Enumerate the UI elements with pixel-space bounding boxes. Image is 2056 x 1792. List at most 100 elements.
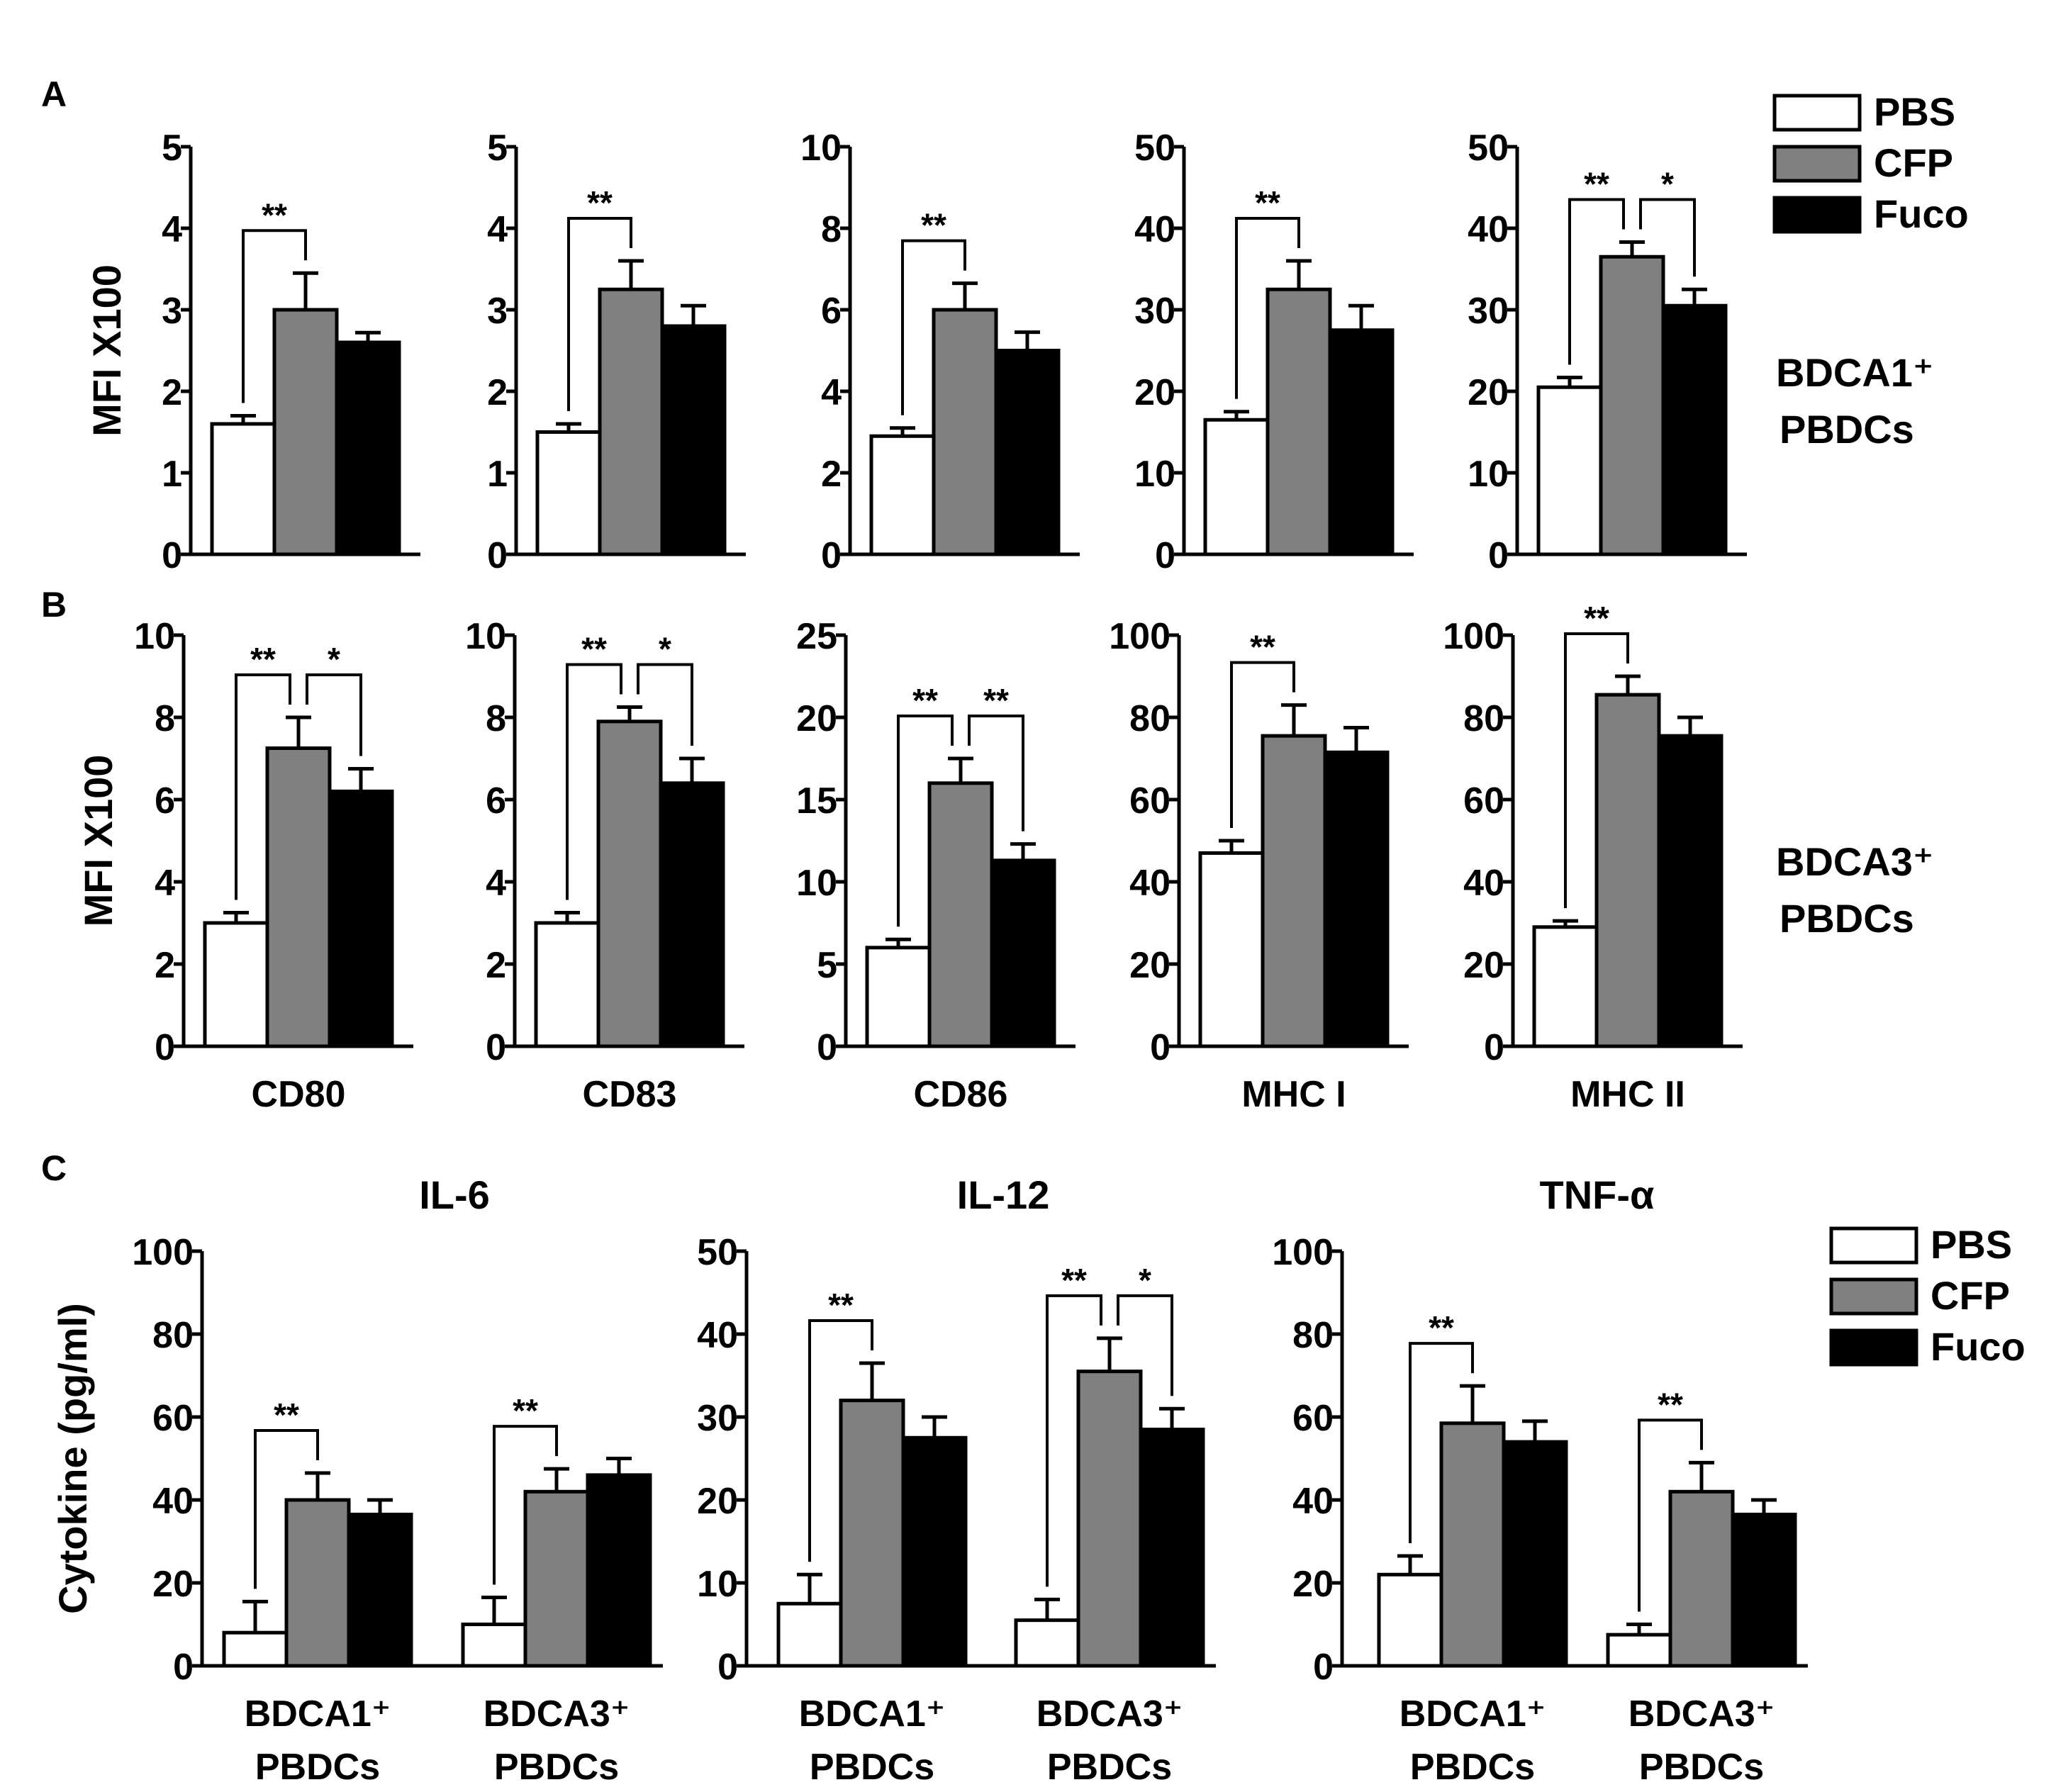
c3g1-sig-label: ** (1429, 1309, 1454, 1346)
a1-bar-pbs (210, 422, 276, 556)
c2-ytick-label: 40 (697, 1315, 738, 1356)
b4-ytick-label: 80 (1129, 698, 1171, 739)
group-label: PBDCs (494, 1747, 619, 1788)
cell-type-label: PBDCs (1780, 896, 1914, 941)
a5-ytick-label: 40 (1468, 209, 1509, 250)
b4-bar-cfp (1261, 734, 1327, 1048)
b4-ytick-label: 100 (1109, 616, 1171, 657)
legend-label-fuco: Fuco (1931, 1324, 2026, 1369)
b5-sig-label: ** (1584, 600, 1609, 637)
c3-ytick-label: 60 (1292, 1398, 1334, 1439)
a1-sig-bracket (242, 229, 307, 403)
b4-bar-fuco (1323, 750, 1390, 1048)
a4-bar-fuco (1328, 328, 1395, 556)
c1-ytick-label: 80 (152, 1315, 194, 1356)
y-axis-title: MFI X100 (84, 264, 129, 437)
a2-ytick-label: 4 (487, 209, 508, 250)
subplot-title: IL-6 (419, 1172, 490, 1217)
c1g1-sig-bracket (254, 1428, 319, 1589)
c2-ytick-label: 30 (697, 1398, 738, 1439)
c2g2-bar-pbs (1014, 1618, 1080, 1668)
c3g1-sig-bracket (1409, 1342, 1474, 1543)
legend-label-cfp: CFP (1874, 140, 1953, 185)
a5-sig-bracket (1568, 198, 1625, 365)
a5-sig-bracket (1639, 198, 1696, 277)
a4-ytick-label: 50 (1134, 128, 1175, 169)
a-legend: PBS CFP Fuco (1772, 89, 1969, 236)
c3g1-bar-cfp (1439, 1421, 1506, 1668)
b4-ytick-label: 40 (1129, 863, 1171, 904)
legend-label-pbs: PBS (1931, 1222, 2012, 1267)
category-label: MHC I (1241, 1074, 1346, 1115)
c3g2-bar-cfp (1668, 1489, 1735, 1668)
c2-ytick-label: 10 (697, 1564, 738, 1605)
b3-ytick-label: 15 (796, 780, 837, 822)
c2-ytick-label: 50 (697, 1232, 738, 1273)
a1-ytick-label: 3 (162, 291, 182, 332)
b5-ytick-label: 20 (1463, 945, 1504, 986)
b5-ytick-label: 0 (1484, 1027, 1504, 1068)
a2-bar-cfp (598, 287, 664, 556)
b2-ytick-label: 8 (486, 698, 506, 739)
b4-sig-bracket (1230, 661, 1295, 828)
c1g2-bar-pbs (461, 1623, 527, 1668)
group-label: BDCA1⁺ (245, 1693, 391, 1735)
c1-ytick-label: 100 (132, 1232, 194, 1273)
b4-ytick-label: 0 (1150, 1027, 1171, 1068)
b4-sig-label: ** (1250, 629, 1275, 666)
a3-ytick-label: 0 (821, 535, 842, 576)
c1-ytick-label: 60 (152, 1398, 194, 1439)
b2-ytick-label: 6 (486, 780, 506, 822)
panel-b-subplot-4: 0 20 40 60 80 100 ** MHC I (1109, 616, 1409, 1115)
a5-ytick-label: 0 (1488, 535, 1509, 576)
b4-ytick-label: 60 (1129, 780, 1171, 822)
b1-sig-label: ** (250, 641, 276, 678)
c3-ytick-label: 40 (1292, 1481, 1334, 1522)
b3-sig-label: ** (912, 682, 938, 719)
a4-ytick-label: 40 (1134, 209, 1175, 250)
c3g1-bar-pbs (1377, 1572, 1443, 1668)
legend-label-pbs: PBS (1874, 89, 1955, 134)
c3g2-bar-pbs (1606, 1633, 1672, 1668)
b5-bar-fuco (1657, 734, 1723, 1048)
panel-a-subplot-3: 0 2 4 6 8 10 ** (800, 128, 1080, 576)
b1-bar-cfp (265, 746, 332, 1048)
b3-ytick-label: 5 (817, 945, 837, 986)
c1g1-bar-pbs (222, 1630, 289, 1668)
a5-ytick-label: 50 (1468, 128, 1509, 169)
b3-bar-fuco (990, 858, 1056, 1048)
legend-swatch-cfp (1772, 145, 1862, 183)
b3-ytick-label: 10 (796, 863, 837, 904)
c1g2-sig-label: ** (513, 1392, 538, 1429)
b2-sig-bracket (637, 663, 693, 746)
b2-ytick-label: 4 (486, 863, 506, 904)
b3-sig-label: ** (983, 682, 1009, 719)
b1-sig-bracket (235, 673, 291, 900)
panel-letter-b: B (41, 585, 67, 625)
panel-c-subplot-1: 0 20 40 60 80 100 IL-6 ** BDCA1⁺ PBDCs ** BDCA3⁺ PBD… (132, 1172, 663, 1788)
panel-a: A MFI X100 0 1 2 3 4 5 ** 0 1 2 3 4 5 ** 0 2 4 6 8 10 ** 0 10 20 3… (41, 74, 1933, 576)
a3-bar-pbs (869, 434, 936, 556)
a4-ytick-label: 30 (1134, 291, 1175, 332)
a4-ytick-label: 20 (1134, 372, 1175, 413)
b5-bar-cfp (1594, 693, 1661, 1048)
b2-bar-fuco (659, 781, 725, 1048)
y-axis-title: Cytokine (pg/ml) (50, 1303, 95, 1614)
a2-bar-pbs (535, 430, 602, 556)
a2-ytick-label: 3 (487, 291, 508, 332)
a3-ytick-label: 10 (800, 128, 842, 169)
c1g2-bar-cfp (523, 1489, 590, 1668)
group-label: BDCA1⁺ (1399, 1693, 1546, 1735)
b4-ytick-label: 20 (1129, 945, 1171, 986)
b1-ytick-label: 0 (155, 1027, 175, 1068)
cell-type-label: BDCA3⁺ (1776, 839, 1933, 884)
a2-ytick-label: 1 (487, 454, 508, 495)
a5-bar-cfp (1599, 254, 1665, 556)
a4-ytick-label: 0 (1155, 535, 1175, 576)
b1-sig-bracket (306, 673, 362, 756)
a1-ytick-label: 1 (162, 454, 182, 495)
b3-ytick-label: 25 (796, 616, 837, 657)
